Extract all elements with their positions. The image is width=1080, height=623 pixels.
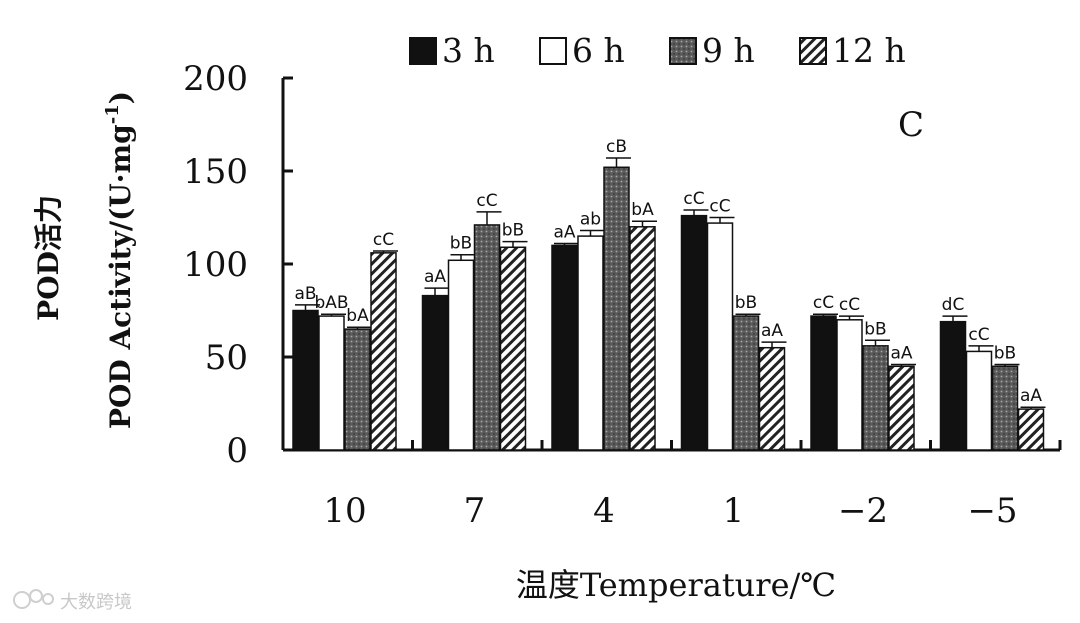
bar bbox=[965, 350, 993, 451]
significance-label: cB bbox=[606, 137, 627, 157]
legend-swatch bbox=[539, 37, 567, 65]
legend: 3 h 6 h 9 h 12 h bbox=[409, 31, 906, 70]
bar bbox=[939, 320, 967, 451]
y-tick-label: 200 bbox=[183, 59, 248, 99]
y-tick-label: 0 bbox=[226, 431, 248, 471]
x-axis-title: 温度Temperature/℃ bbox=[516, 566, 836, 604]
y-axis-label: POD活力 bbox=[32, 195, 65, 321]
legend-swatch bbox=[409, 37, 437, 65]
significance-label: cC bbox=[683, 189, 704, 209]
legend-label: 9 h bbox=[702, 31, 755, 70]
y-axis-label-english: POD Activity/(U·mg-1) bbox=[102, 91, 137, 429]
significance-label: cC bbox=[813, 293, 834, 313]
significance-label: aB bbox=[294, 284, 316, 304]
bar bbox=[551, 244, 578, 451]
legend-label: 6 h bbox=[572, 31, 625, 70]
significance-label: dC bbox=[942, 295, 965, 315]
x-tick-label: 10 bbox=[323, 491, 366, 531]
x-tick-label: 7 bbox=[464, 491, 486, 531]
significance-label: bB bbox=[994, 343, 1016, 363]
x-tick-label: 4 bbox=[593, 491, 615, 531]
bar bbox=[862, 345, 889, 451]
y-axis-label-cn: POD活力 bbox=[32, 195, 65, 321]
significance-label: aA bbox=[553, 223, 575, 243]
bar bbox=[421, 294, 449, 451]
bar bbox=[732, 315, 760, 451]
significance-label: cC bbox=[476, 191, 497, 211]
significance-label: bB bbox=[735, 293, 757, 313]
bar bbox=[473, 224, 501, 451]
significance-label: aA bbox=[890, 343, 912, 363]
significance-label: bB bbox=[450, 234, 472, 254]
bar bbox=[758, 346, 786, 451]
y-axis-label-en: POD Activity/(U·mg bbox=[104, 124, 137, 429]
bar bbox=[1017, 408, 1045, 451]
bar bbox=[836, 319, 863, 451]
significance-label: bA bbox=[631, 200, 654, 220]
bar bbox=[447, 259, 475, 451]
significance-label: bAB bbox=[314, 293, 348, 313]
bar bbox=[991, 365, 1019, 451]
watermark-logo-icon bbox=[13, 589, 54, 609]
y-axis-label-sup: -1 bbox=[102, 104, 123, 124]
significance-label: aA bbox=[1020, 386, 1042, 406]
bar bbox=[499, 246, 527, 451]
x-tick-label: 1 bbox=[723, 491, 745, 531]
watermark-text: 大数跨境 bbox=[60, 592, 132, 613]
bar bbox=[577, 235, 604, 451]
significance-label: bB bbox=[864, 319, 886, 339]
bar bbox=[370, 252, 397, 451]
y-tick-label: 50 bbox=[205, 338, 248, 378]
significance-label: aA bbox=[424, 267, 446, 287]
bar bbox=[888, 365, 915, 451]
panel-label: C bbox=[898, 105, 924, 145]
bar bbox=[629, 226, 656, 451]
watermark: 大数跨境 bbox=[13, 589, 132, 613]
significance-label: ab bbox=[580, 210, 601, 230]
significance-label: aA bbox=[761, 321, 783, 341]
significance-label: cC bbox=[968, 325, 989, 345]
y-tick-label: 150 bbox=[183, 152, 248, 192]
bar bbox=[344, 328, 371, 451]
significance-label: cC bbox=[373, 230, 394, 250]
bar bbox=[810, 315, 837, 451]
significance-label: bB bbox=[502, 221, 524, 241]
bar bbox=[603, 166, 630, 451]
bar bbox=[706, 222, 734, 451]
legend-swatch bbox=[669, 37, 697, 65]
legend-swatch bbox=[799, 37, 827, 65]
significance-label: cC bbox=[839, 295, 860, 315]
y-axis-label-close: ) bbox=[104, 91, 137, 104]
bar bbox=[680, 214, 708, 451]
significance-label: bA bbox=[346, 306, 369, 326]
significance-label: cC bbox=[709, 197, 730, 217]
x-tick-label: −5 bbox=[967, 491, 1017, 531]
y-tick-label: 100 bbox=[183, 245, 248, 285]
legend-label: 3 h bbox=[442, 31, 495, 70]
bar bbox=[292, 309, 319, 451]
legend-label: 12 h bbox=[832, 31, 906, 70]
bar bbox=[318, 315, 345, 451]
svg-text:POD Activity/(U·mg-1): POD Activity/(U·mg-1) bbox=[102, 91, 137, 429]
x-tick-label: −2 bbox=[838, 491, 888, 531]
axes: 0 50 100 150 200 10 7 4 1 −2 −5 bbox=[183, 59, 1062, 531]
